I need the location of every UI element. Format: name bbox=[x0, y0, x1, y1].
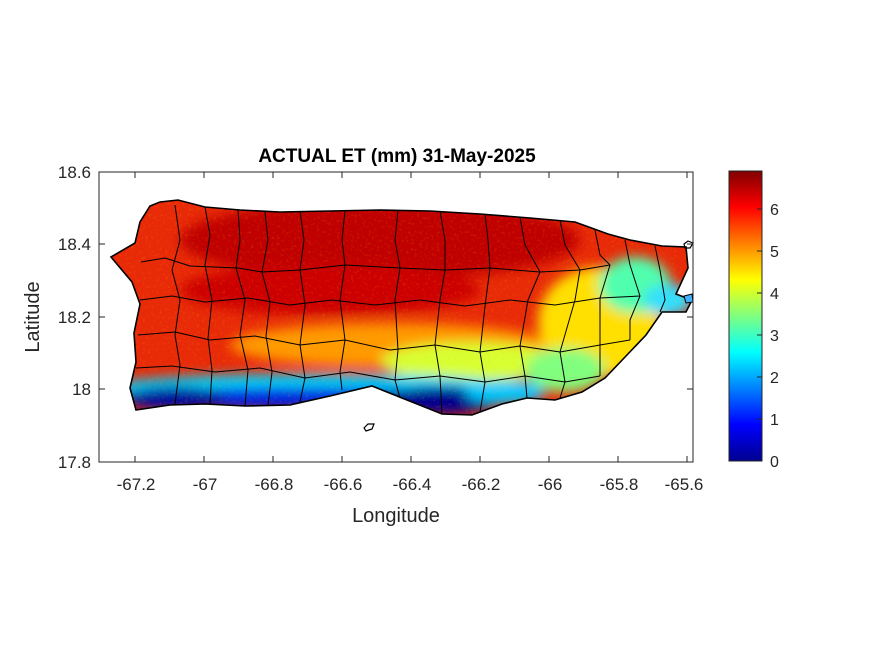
x-tick-label: -66.2 bbox=[462, 475, 501, 494]
caja-de-muertos-island bbox=[363, 423, 375, 432]
colorbar-tick-label: 5 bbox=[770, 244, 779, 261]
colorbar: 0 1 2 3 4 5 6 bbox=[728, 170, 779, 471]
x-tick-label: -67.2 bbox=[117, 475, 156, 494]
chart-title: ACTUAL ET (mm) 31-May-2025 bbox=[258, 146, 536, 167]
y-tick-label: 18 bbox=[72, 380, 91, 399]
boundary-line bbox=[235, 209, 249, 407]
boundary-line bbox=[261, 211, 273, 406]
boundary-line bbox=[139, 295, 641, 307]
y-tick-label: 18.6 bbox=[58, 163, 91, 182]
municipality-boundaries bbox=[135, 204, 666, 415]
x-axis-label: Longitude bbox=[352, 505, 440, 527]
colorbar-tick-label: 6 bbox=[770, 202, 779, 219]
boundary-line bbox=[171, 204, 181, 405]
boundary-line bbox=[519, 216, 541, 399]
culebra-island-fragment bbox=[683, 240, 694, 249]
boundary-line bbox=[135, 365, 601, 383]
colorbar-gradient bbox=[728, 170, 763, 462]
boundary-line bbox=[654, 245, 666, 313]
boundary-line bbox=[594, 229, 611, 376]
vieques-island-fragment bbox=[683, 293, 694, 304]
y-tick-label: 18.2 bbox=[58, 308, 91, 327]
x-tick-label: -66.4 bbox=[393, 475, 432, 494]
y-tick-label: 17.8 bbox=[58, 453, 91, 472]
boundary-line bbox=[394, 209, 401, 399]
island-outline bbox=[109, 199, 694, 416]
colorbar-tick-label: 0 bbox=[770, 454, 779, 471]
y-axis-label: Latitude bbox=[22, 281, 44, 352]
x-tick-label: -66.6 bbox=[324, 475, 363, 494]
x-tick-label: -65.8 bbox=[600, 475, 639, 494]
island-heatmap bbox=[111, 200, 692, 415]
x-tick-label: -66 bbox=[538, 475, 563, 494]
x-axis: -67.2 -67 -66.8 -66.6 -66.4 -66.2 -66 -6… bbox=[117, 172, 704, 527]
boundary-line bbox=[479, 213, 491, 413]
boundary-line bbox=[559, 219, 581, 399]
colorbar-tick-label: 3 bbox=[770, 328, 779, 345]
x-tick-label: -67 bbox=[193, 475, 218, 494]
boundary-line bbox=[299, 210, 306, 403]
y-tick-label: 18.4 bbox=[58, 235, 91, 254]
y-axis: 18.6 18.4 18.2 18 17.8 Latitude bbox=[22, 163, 693, 472]
colorbar-tick-label: 2 bbox=[770, 370, 779, 387]
colorbar-tick-label: 4 bbox=[770, 286, 779, 303]
boundary-line bbox=[624, 239, 641, 340]
boundary-line bbox=[339, 210, 346, 391]
colorbar-tick-label: 1 bbox=[770, 412, 779, 429]
x-tick-label: -65.6 bbox=[665, 475, 704, 494]
x-tick-label: -66.8 bbox=[255, 475, 294, 494]
boundary-line bbox=[204, 206, 213, 405]
boundary-line bbox=[434, 210, 446, 415]
plot-area bbox=[98, 171, 694, 463]
